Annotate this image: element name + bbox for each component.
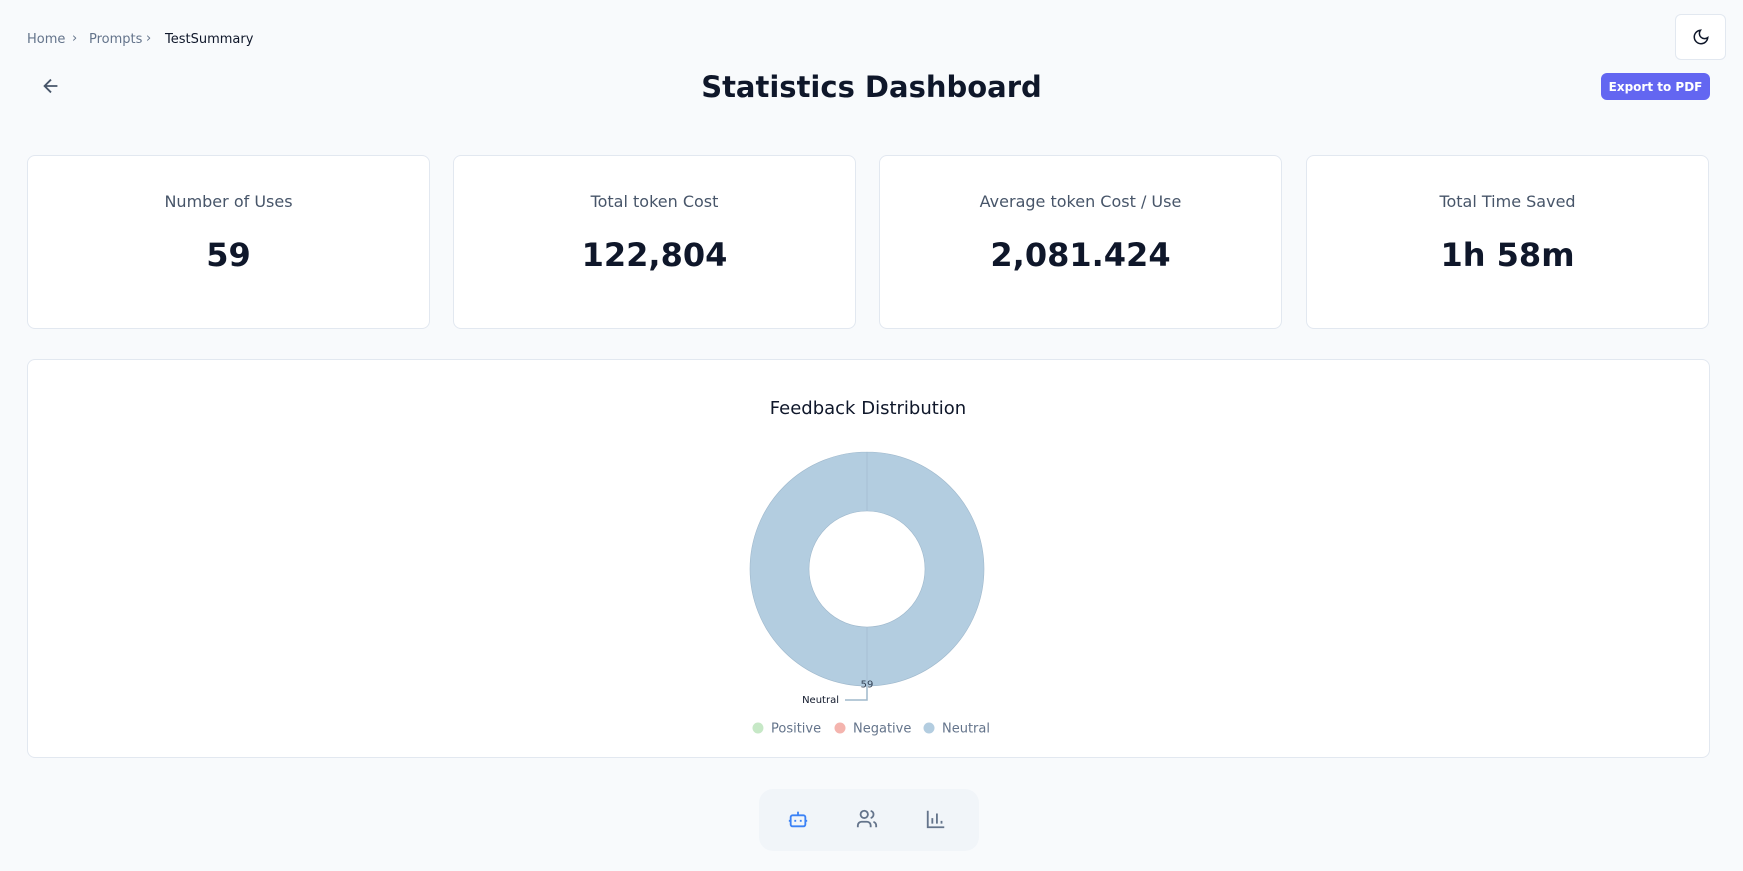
stat-label: Total Time Saved (1439, 192, 1576, 211)
users-nav-icon[interactable] (856, 808, 878, 830)
stat-label: Total token Cost (590, 192, 719, 211)
breadcrumb-link[interactable]: Prompts (89, 32, 143, 47)
bottom-nav (759, 789, 979, 851)
breadcrumb-link[interactable]: Home (27, 32, 66, 47)
page-title: Statistics Dashboard (701, 70, 1042, 104)
stat-card: Total Time Saved 1h 58m (1306, 155, 1709, 329)
moon-icon (1693, 29, 1709, 45)
chart-panel (27, 359, 1710, 758)
breadcrumb-separator: › (72, 31, 78, 46)
stat-value: 59 (206, 236, 251, 274)
stat-label: Number of Uses (164, 192, 293, 211)
theme-toggle[interactable] (1675, 14, 1726, 60)
stat-label: Average token Cost / Use (979, 192, 1182, 211)
bot-nav-icon[interactable] (787, 808, 809, 830)
back-arrow-icon (43, 78, 58, 94)
stat-value: 1h 58m (1440, 236, 1575, 274)
back-button[interactable] (40, 75, 62, 101)
stat-value: 2,081.424 (990, 236, 1171, 274)
stat-card: Number of Uses 59 (27, 155, 430, 329)
breadcrumb-separator: › (146, 31, 152, 46)
stat-value: 122,804 (581, 236, 728, 274)
breadcrumb-current: TestSummary (165, 32, 254, 47)
stat-card: Average token Cost / Use 2,081.424 (879, 155, 1282, 329)
stat-card: Total token Cost 122,804 (453, 155, 856, 329)
stats-nav-icon[interactable] (925, 808, 947, 830)
export-button[interactable]: Export to PDF (1601, 73, 1710, 100)
